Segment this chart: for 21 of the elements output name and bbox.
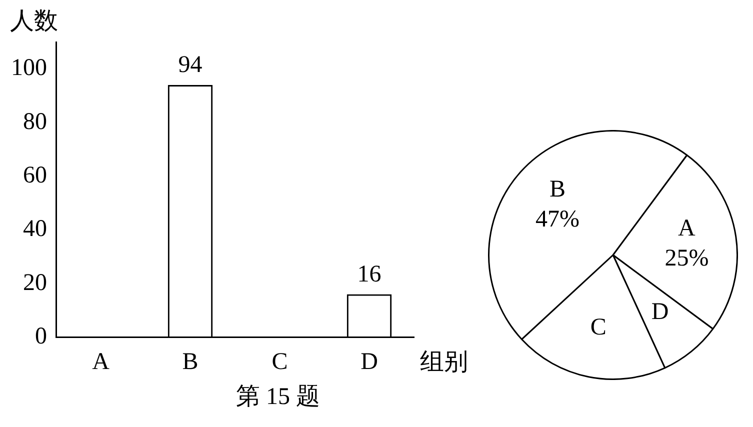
- y-axis-title: 人数: [10, 8, 58, 34]
- x-tick-label: B: [182, 348, 198, 375]
- x-axis-title: 组别: [420, 349, 468, 376]
- y-tick-label: 20: [23, 270, 47, 296]
- y-tick-label: 40: [23, 216, 47, 242]
- data-label: 16: [357, 262, 382, 288]
- data-label: 47%: [536, 206, 580, 233]
- y-tick-label: 80: [23, 108, 47, 135]
- text: 第 15 题: [235, 383, 321, 412]
- y-tick-label: 100: [11, 55, 47, 82]
- y-tick-label: 0: [35, 323, 47, 350]
- x-tick-label: C: [272, 348, 288, 375]
- y-tick-label: 60: [23, 162, 47, 188]
- data-label: 94: [178, 52, 202, 78]
- slice-label: C: [590, 314, 606, 340]
- slice-label: A: [678, 215, 696, 242]
- slice-label: D: [651, 299, 669, 326]
- x-tick-label: A: [92, 348, 110, 375]
- slice-label: B: [550, 176, 566, 203]
- data-label: 25%: [664, 245, 709, 272]
- x-tick-label: D: [360, 348, 378, 375]
